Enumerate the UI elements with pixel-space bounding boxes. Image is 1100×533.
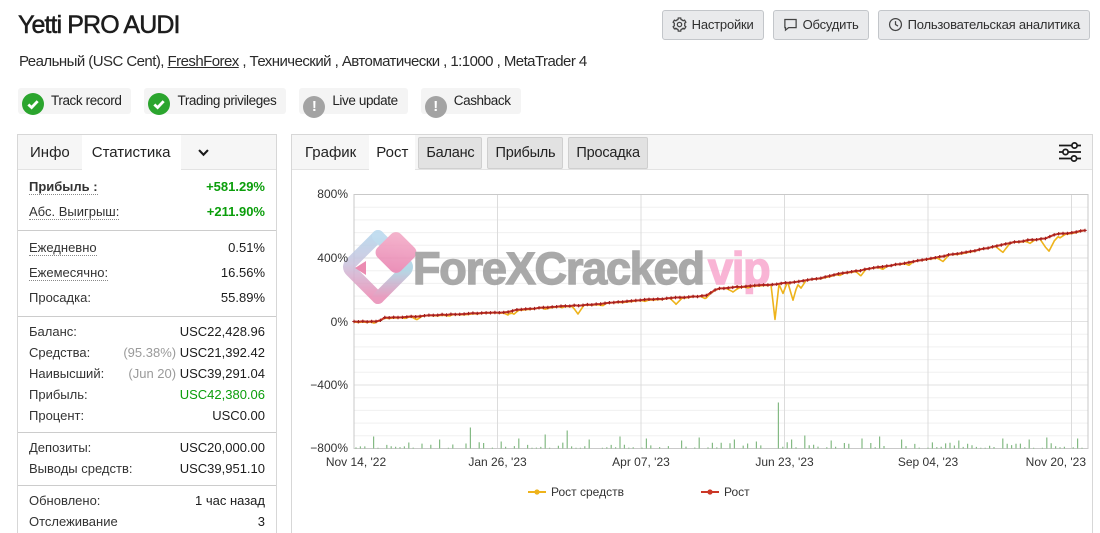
svg-text:−800%: −800% <box>310 441 348 455</box>
svg-text:0%: 0% <box>331 315 349 329</box>
svg-text:−400%: −400% <box>310 378 348 392</box>
svg-text:Jun 23, '23: Jun 23, '23 <box>755 455 814 469</box>
svg-text:Sep 04, '23: Sep 04, '23 <box>898 455 959 469</box>
svg-text:Nov 14, '22: Nov 14, '22 <box>326 455 387 469</box>
svg-text:Jan 26, '23: Jan 26, '23 <box>468 455 527 469</box>
svg-text:Apr 07, '23: Apr 07, '23 <box>612 455 670 469</box>
svg-text:ForeXCracked: ForeXCracked <box>413 243 704 294</box>
svg-text:400%: 400% <box>317 251 348 265</box>
svg-text:Рост средств: Рост средств <box>551 485 624 499</box>
svg-text:Рост: Рост <box>724 485 750 499</box>
svg-text:Nov 20, '23: Nov 20, '23 <box>1026 455 1087 469</box>
svg-text:800%: 800% <box>317 187 348 201</box>
